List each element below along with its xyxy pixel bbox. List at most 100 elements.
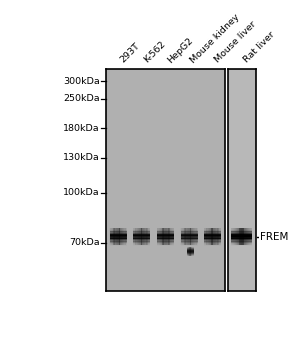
Bar (121, 228, 122, 245)
Bar (183, 228, 185, 245)
Bar (157, 239, 174, 240)
Text: 300kDa: 300kDa (63, 77, 100, 86)
Bar (181, 229, 198, 230)
Bar (181, 244, 198, 245)
Bar (231, 228, 232, 245)
Bar (110, 231, 127, 232)
Bar (240, 228, 242, 245)
Text: K-562: K-562 (142, 40, 167, 65)
Bar (204, 233, 221, 234)
Bar (110, 240, 127, 241)
Bar (181, 239, 198, 240)
Bar (157, 242, 174, 243)
Bar (193, 228, 194, 245)
Bar (204, 238, 221, 239)
Bar (236, 228, 237, 245)
Bar (182, 228, 183, 245)
Bar (184, 228, 185, 245)
Bar (145, 228, 146, 245)
Bar (149, 228, 150, 245)
Bar (157, 232, 174, 233)
Bar (110, 234, 127, 235)
Bar (204, 231, 221, 232)
Bar (232, 233, 252, 234)
Bar (162, 228, 164, 245)
Bar (187, 228, 188, 245)
Bar (187, 248, 194, 249)
Bar (161, 228, 162, 245)
Bar (133, 241, 150, 242)
Bar (141, 228, 143, 245)
Bar (216, 228, 217, 245)
Bar (111, 228, 112, 245)
Bar (210, 228, 211, 245)
Bar (228, 69, 256, 291)
Bar (181, 241, 198, 242)
Bar (157, 243, 174, 244)
Bar (157, 229, 174, 230)
Bar (133, 237, 150, 238)
Bar (187, 247, 194, 248)
Bar (136, 228, 137, 245)
Bar (232, 238, 252, 239)
Bar (134, 228, 135, 245)
Bar (180, 228, 181, 245)
Bar (110, 238, 127, 239)
Bar (168, 228, 170, 245)
Bar (157, 244, 174, 245)
Bar (232, 230, 252, 231)
Bar (157, 231, 174, 232)
Bar (204, 242, 221, 243)
Bar (147, 228, 148, 245)
Bar (117, 228, 118, 245)
Bar (157, 237, 174, 238)
Bar (232, 240, 252, 241)
Bar (135, 228, 137, 245)
Bar (237, 228, 238, 245)
Bar (157, 228, 158, 245)
Bar (187, 250, 194, 251)
Bar (235, 228, 236, 245)
Bar (173, 228, 174, 245)
Bar (187, 251, 194, 252)
Bar (232, 238, 252, 239)
Bar (133, 231, 150, 232)
Bar (110, 229, 127, 230)
Bar (190, 247, 191, 256)
Bar (194, 228, 195, 245)
Bar (204, 245, 221, 246)
Bar (211, 228, 213, 245)
Bar (141, 228, 142, 245)
Bar (157, 241, 174, 242)
Text: Rat liver: Rat liver (242, 30, 276, 65)
Bar (138, 228, 139, 245)
Bar (249, 228, 250, 245)
Bar (212, 228, 213, 245)
Bar (183, 228, 184, 245)
Bar (232, 236, 252, 237)
Bar (181, 232, 198, 233)
Bar (215, 228, 216, 245)
Bar (160, 228, 161, 245)
Bar (163, 228, 164, 245)
Bar (193, 247, 194, 256)
Bar (171, 228, 172, 245)
Bar (133, 240, 150, 241)
Bar (133, 239, 150, 240)
Bar (181, 242, 198, 243)
Bar (181, 240, 198, 241)
Bar (133, 242, 150, 243)
Bar (116, 228, 117, 245)
Bar (125, 228, 126, 245)
Bar (232, 237, 252, 238)
Bar (187, 249, 194, 250)
Bar (191, 247, 192, 256)
Bar (137, 228, 138, 245)
Bar (190, 228, 191, 245)
Bar (187, 249, 194, 250)
Bar (156, 228, 158, 245)
Bar (181, 238, 198, 239)
Text: 70kDa: 70kDa (69, 238, 100, 247)
Bar (187, 251, 194, 252)
Bar (251, 228, 252, 245)
